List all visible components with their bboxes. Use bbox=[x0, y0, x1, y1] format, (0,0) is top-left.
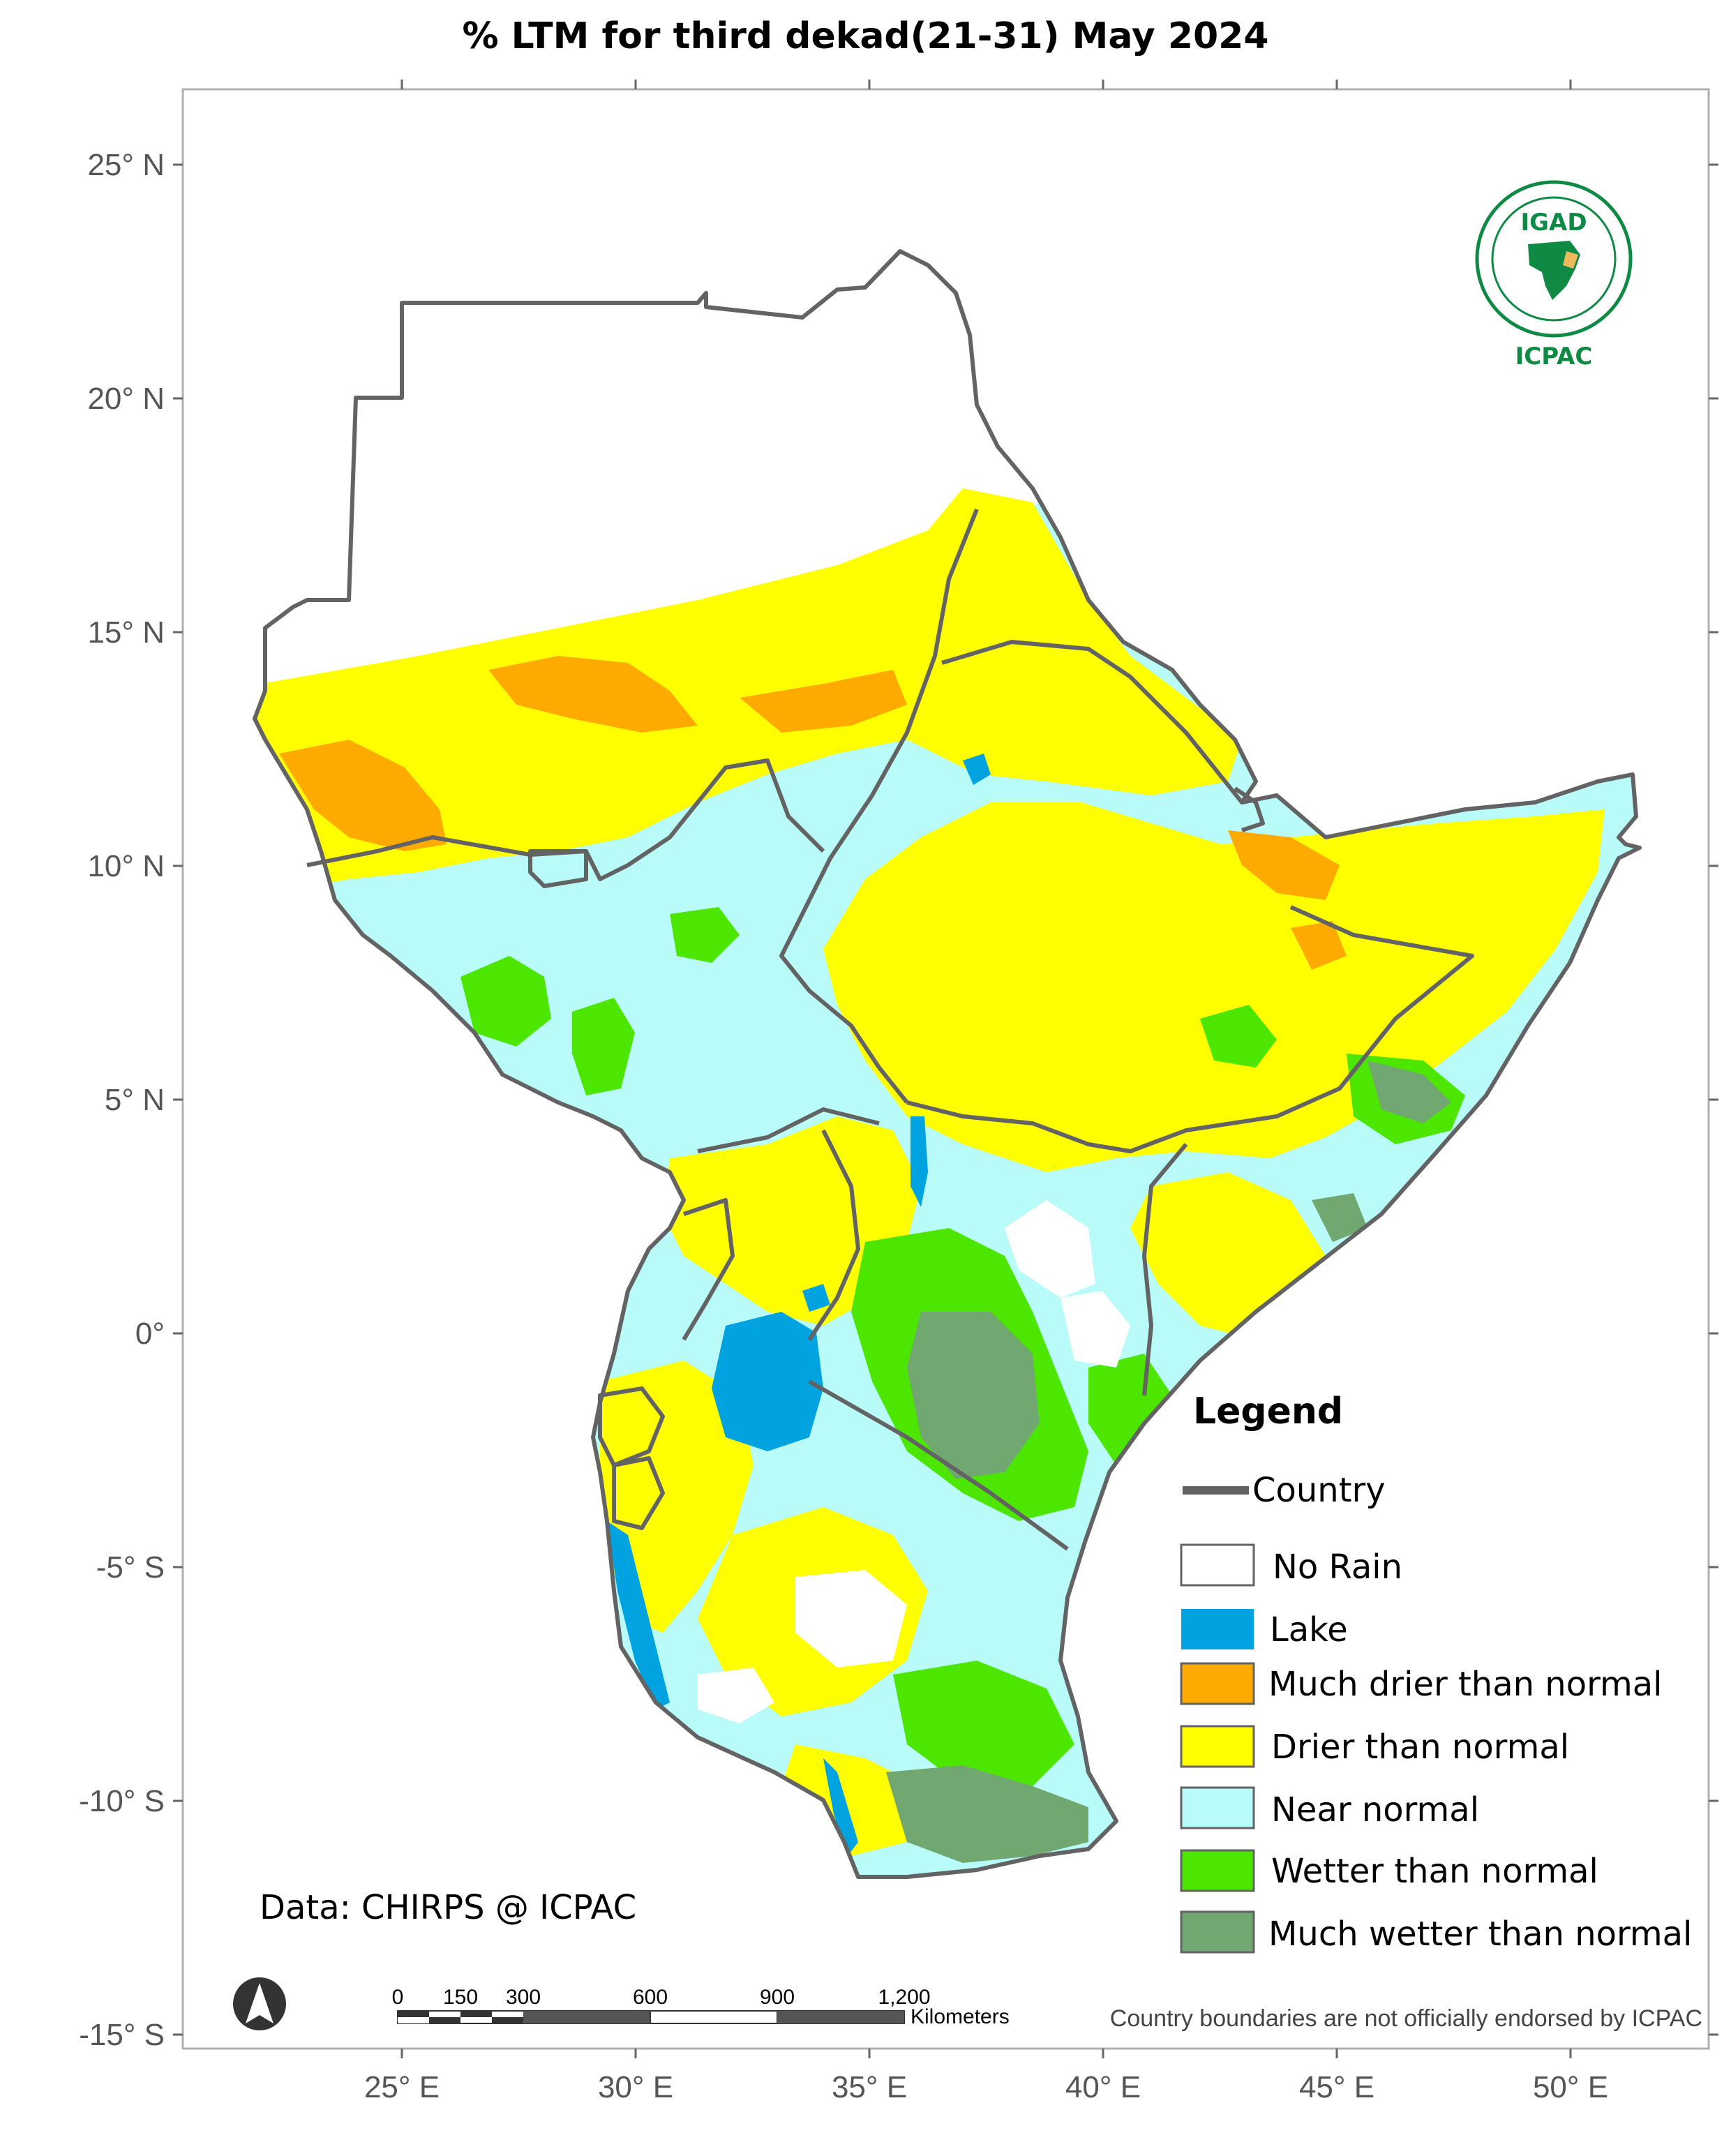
lake-malawi bbox=[823, 1758, 858, 1856]
scale-label-300: 300 bbox=[506, 1986, 541, 2009]
legend-label-much-drier: Much drier than normal bbox=[1268, 1665, 1663, 1704]
igad-logo: IGAD ICPAC bbox=[1475, 180, 1633, 370]
lat-label: -5° S bbox=[96, 1550, 165, 1585]
lon-label: 35° E bbox=[832, 2070, 907, 2104]
drier-area-tanzania-west bbox=[600, 1361, 754, 1633]
legend: Legend Country No Rain Lake Much drier t… bbox=[1180, 1391, 1692, 1954]
logo-bottom-text: ICPAC bbox=[1515, 343, 1593, 370]
legend-label-near-normal: Near normal bbox=[1271, 1790, 1479, 1829]
logo-top-text: IGAD bbox=[1520, 209, 1587, 237]
lake-kyoga bbox=[802, 1284, 830, 1312]
scale-label-150: 150 bbox=[443, 1986, 478, 2009]
map-title: % LTM for third dekad(21-31) May 2024 bbox=[462, 15, 1269, 57]
lon-label: 45° E bbox=[1299, 2070, 1374, 2104]
data-credit: Data: CHIRPS @ ICPAC bbox=[260, 1888, 636, 1927]
no-rain-area-tanzania-2 bbox=[698, 1668, 774, 1723]
legend-label-drier: Drier than normal bbox=[1271, 1728, 1569, 1767]
legend-swatch-wetter bbox=[1180, 1849, 1255, 1892]
much-wetter-area-somalia-2 bbox=[1312, 1193, 1367, 1242]
lat-label: -10° S bbox=[79, 1784, 165, 1818]
scale-label-600: 600 bbox=[633, 1986, 668, 2009]
lat-label: 20° N bbox=[87, 382, 165, 416]
country-borders bbox=[255, 251, 1640, 1877]
legend-swatch-lake bbox=[1181, 1609, 1254, 1649]
drier-band-sahel bbox=[255, 488, 1242, 893]
legend-swatch-much-wetter bbox=[1180, 1910, 1255, 1954]
legend-label-wetter: Wetter than normal bbox=[1271, 1852, 1598, 1891]
wetter-area-tanzania-south bbox=[893, 1661, 1074, 1786]
scale-label-0: 0 bbox=[392, 1986, 404, 2009]
horn-highlight-icon bbox=[1563, 251, 1578, 269]
wetter-area-ethiopia bbox=[1200, 1005, 1277, 1068]
lake-tanganyika bbox=[607, 1521, 670, 1709]
legend-label-much-wetter: Much wetter than normal bbox=[1268, 1915, 1692, 1954]
legend-swatch-near-normal bbox=[1180, 1786, 1255, 1829]
lon-label: 25° E bbox=[364, 2070, 440, 2104]
lat-label: 10° N bbox=[87, 849, 165, 883]
wetter-area-south-sudan-1 bbox=[460, 956, 551, 1047]
lon-label: 30° E bbox=[598, 2070, 673, 2104]
no-rain-area-kenya bbox=[1005, 1200, 1095, 1298]
lake-tana bbox=[963, 754, 991, 785]
lon-label: 40° E bbox=[1065, 2070, 1141, 2104]
lake-victoria bbox=[712, 1312, 823, 1451]
no-rain-area-tanzania bbox=[795, 1570, 907, 1668]
wetter-area-south-sudan-3 bbox=[670, 907, 740, 963]
much-wetter-area-tanzania bbox=[886, 1765, 1088, 1863]
lake-turkana bbox=[911, 1116, 928, 1207]
lat-label: 25° N bbox=[87, 148, 165, 182]
lat-labels: 25° N 20° N 15° N 10° N 5° N 0° -5° S -1… bbox=[79, 148, 165, 2052]
north-arrow-icon bbox=[233, 1977, 286, 2030]
legend-label-lake: Lake bbox=[1270, 1610, 1348, 1649]
lat-ticks bbox=[173, 163, 1718, 2036]
scale-unit: Kilometers bbox=[911, 2005, 1010, 2028]
lon-labels: 25° E 30° E 35° E 40° E 45° E 50° E bbox=[364, 2070, 1608, 2104]
much-drier-area-west bbox=[279, 740, 447, 851]
drier-area-uganda bbox=[663, 1116, 921, 1326]
much-drier-area-somalia-2 bbox=[1291, 921, 1347, 970]
scale-label-1200: 1,200 bbox=[878, 1986, 930, 2009]
lon-label: 50° E bbox=[1533, 2070, 1608, 2104]
boundary-disclaimer: Country boundaries are not officially en… bbox=[1110, 2005, 1702, 2032]
much-drier-area-sahel-2 bbox=[740, 670, 907, 733]
legend-title: Legend bbox=[1193, 1391, 1343, 1432]
no-rain-area-kenya-2 bbox=[1061, 1291, 1130, 1368]
much-drier-area-somalia bbox=[1228, 830, 1340, 900]
scale-bar: 0 150 300 600 900 1,200 Kilometers bbox=[392, 1986, 1010, 2028]
scale-label-900: 900 bbox=[760, 1986, 795, 2009]
lon-ticks bbox=[400, 80, 1572, 2058]
legend-label-country: Country bbox=[1252, 1471, 1386, 1510]
legend-swatch-no-rain bbox=[1180, 1543, 1255, 1587]
lat-label: 0° bbox=[135, 1317, 165, 1351]
no-rain-area bbox=[255, 251, 1640, 733]
much-drier-area-sahel bbox=[488, 656, 698, 733]
legend-label-no-rain: No Rain bbox=[1273, 1548, 1402, 1587]
much-wetter-area-kenya bbox=[907, 1312, 1040, 1479]
wetter-area-south-sudan-2 bbox=[572, 998, 635, 1095]
lat-label: 5° N bbox=[105, 1083, 165, 1117]
lat-label: -15° S bbox=[79, 2018, 165, 2052]
much-wetter-area-somalia bbox=[1367, 1061, 1451, 1123]
lat-label: 15° N bbox=[87, 615, 165, 650]
legend-swatch-much-drier bbox=[1180, 1662, 1255, 1705]
legend-swatch-drier bbox=[1180, 1725, 1255, 1768]
